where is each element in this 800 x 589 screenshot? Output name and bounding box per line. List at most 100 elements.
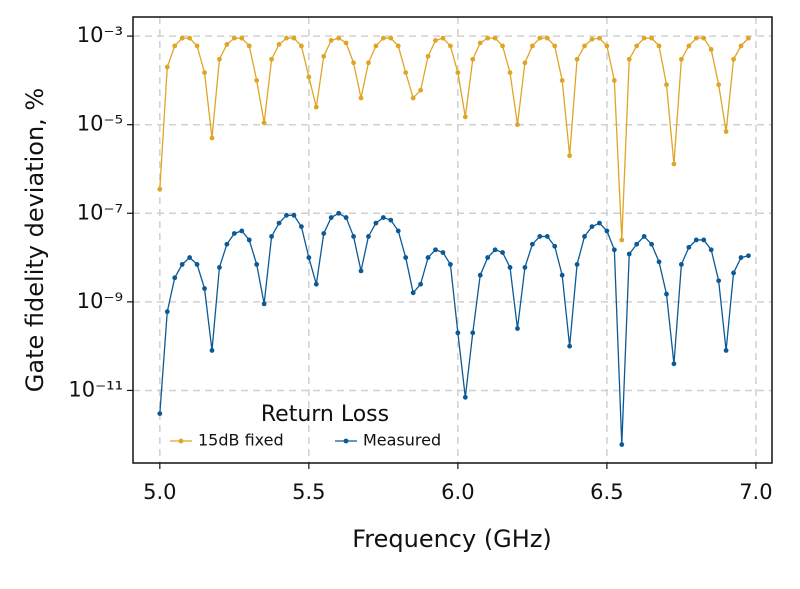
series-line: [159, 212, 749, 445]
data-point: [187, 255, 193, 260]
data-point: [611, 77, 617, 83]
y-axis-label: Gate fidelity deviation, %: [21, 88, 49, 392]
data-point: [619, 237, 625, 243]
data-point: [291, 212, 297, 218]
data-point: [515, 326, 520, 331]
data-point: [298, 43, 304, 49]
data-point: [313, 104, 319, 110]
data-point: [351, 60, 356, 66]
data-point: [276, 41, 282, 47]
data-point: [515, 122, 520, 128]
data-point: [552, 43, 558, 49]
data-point: [313, 281, 319, 287]
data-point: [202, 286, 207, 291]
data-point: [179, 262, 185, 267]
legend: Return Loss 15dB fixed Measured: [170, 402, 441, 450]
data-point: [604, 43, 610, 49]
data-point: [582, 234, 587, 239]
data-point: [217, 56, 222, 62]
data-point: [246, 43, 252, 49]
data-point: [626, 56, 632, 62]
data-point: [582, 43, 587, 49]
data-point: [656, 259, 662, 265]
data-point: [202, 70, 207, 75]
data-point: [664, 82, 669, 88]
data-point: [507, 70, 513, 75]
data-point: [649, 241, 654, 247]
data-point: [485, 35, 491, 41]
legend-label: 15dB fixed: [198, 431, 284, 450]
data-point: [529, 43, 535, 49]
x-tick-label: 5.5: [292, 480, 325, 504]
data-point: [410, 95, 416, 101]
data-point: [671, 161, 677, 167]
y-tick-label: 10⁻³: [77, 23, 123, 47]
data-point: [269, 234, 274, 239]
data-point: [455, 70, 461, 75]
data-point: [194, 262, 200, 267]
data-point: [261, 120, 267, 126]
data-point: [567, 343, 573, 349]
data-point: [425, 255, 431, 260]
data-point: [544, 234, 550, 239]
data-point: [537, 234, 543, 239]
plot-frame: [132, 16, 773, 464]
data-point: [641, 234, 647, 239]
data-point: [336, 210, 342, 216]
data-point: [746, 35, 751, 41]
data-point: [418, 281, 424, 287]
data-point: [492, 247, 498, 253]
legend-marker: [343, 438, 349, 444]
data-point: [217, 264, 222, 270]
data-point: [239, 228, 245, 234]
data-point: [716, 278, 722, 284]
data-point: [678, 262, 684, 267]
x-tick-label: 5.0: [143, 480, 176, 504]
data-point: [522, 60, 528, 66]
data-point: [746, 253, 751, 259]
data-point: [306, 74, 312, 80]
data-point: [366, 60, 371, 66]
data-point: [187, 35, 193, 41]
data-point: [388, 217, 394, 223]
data-point: [321, 53, 327, 59]
data-point: [433, 37, 438, 43]
legend-marker: [178, 438, 184, 444]
data-point: [500, 250, 505, 255]
data-point: [366, 234, 371, 239]
data-point: [448, 262, 453, 267]
data-point: [209, 135, 215, 141]
data-point: [298, 224, 304, 230]
data-point: [462, 394, 468, 400]
data-point: [343, 40, 349, 46]
data-point: [693, 237, 699, 243]
data-point: [448, 43, 453, 49]
data-point: [179, 35, 185, 41]
data-point: [209, 348, 215, 353]
data-point: [455, 330, 461, 336]
data-point: [649, 35, 654, 41]
data-point: [477, 272, 483, 278]
x-tick-label: 6.5: [590, 480, 623, 504]
data-point: [708, 247, 714, 253]
data-point: [522, 264, 528, 270]
data-point: [157, 186, 163, 192]
data-point: [671, 361, 677, 367]
data-point: [254, 262, 260, 267]
data-point: [358, 95, 364, 101]
data-point: [351, 234, 356, 239]
data-point: [231, 35, 237, 41]
data-point: [470, 330, 476, 336]
data-point: [507, 264, 513, 270]
data-point: [723, 129, 729, 134]
data-point: [269, 56, 274, 62]
data-point: [529, 241, 535, 247]
data-point: [664, 291, 669, 297]
data-point: [611, 247, 617, 253]
data-point: [686, 43, 692, 49]
data-point: [194, 43, 200, 49]
y-tick-label: 10⁻¹¹: [68, 377, 123, 401]
data-point: [254, 77, 260, 83]
